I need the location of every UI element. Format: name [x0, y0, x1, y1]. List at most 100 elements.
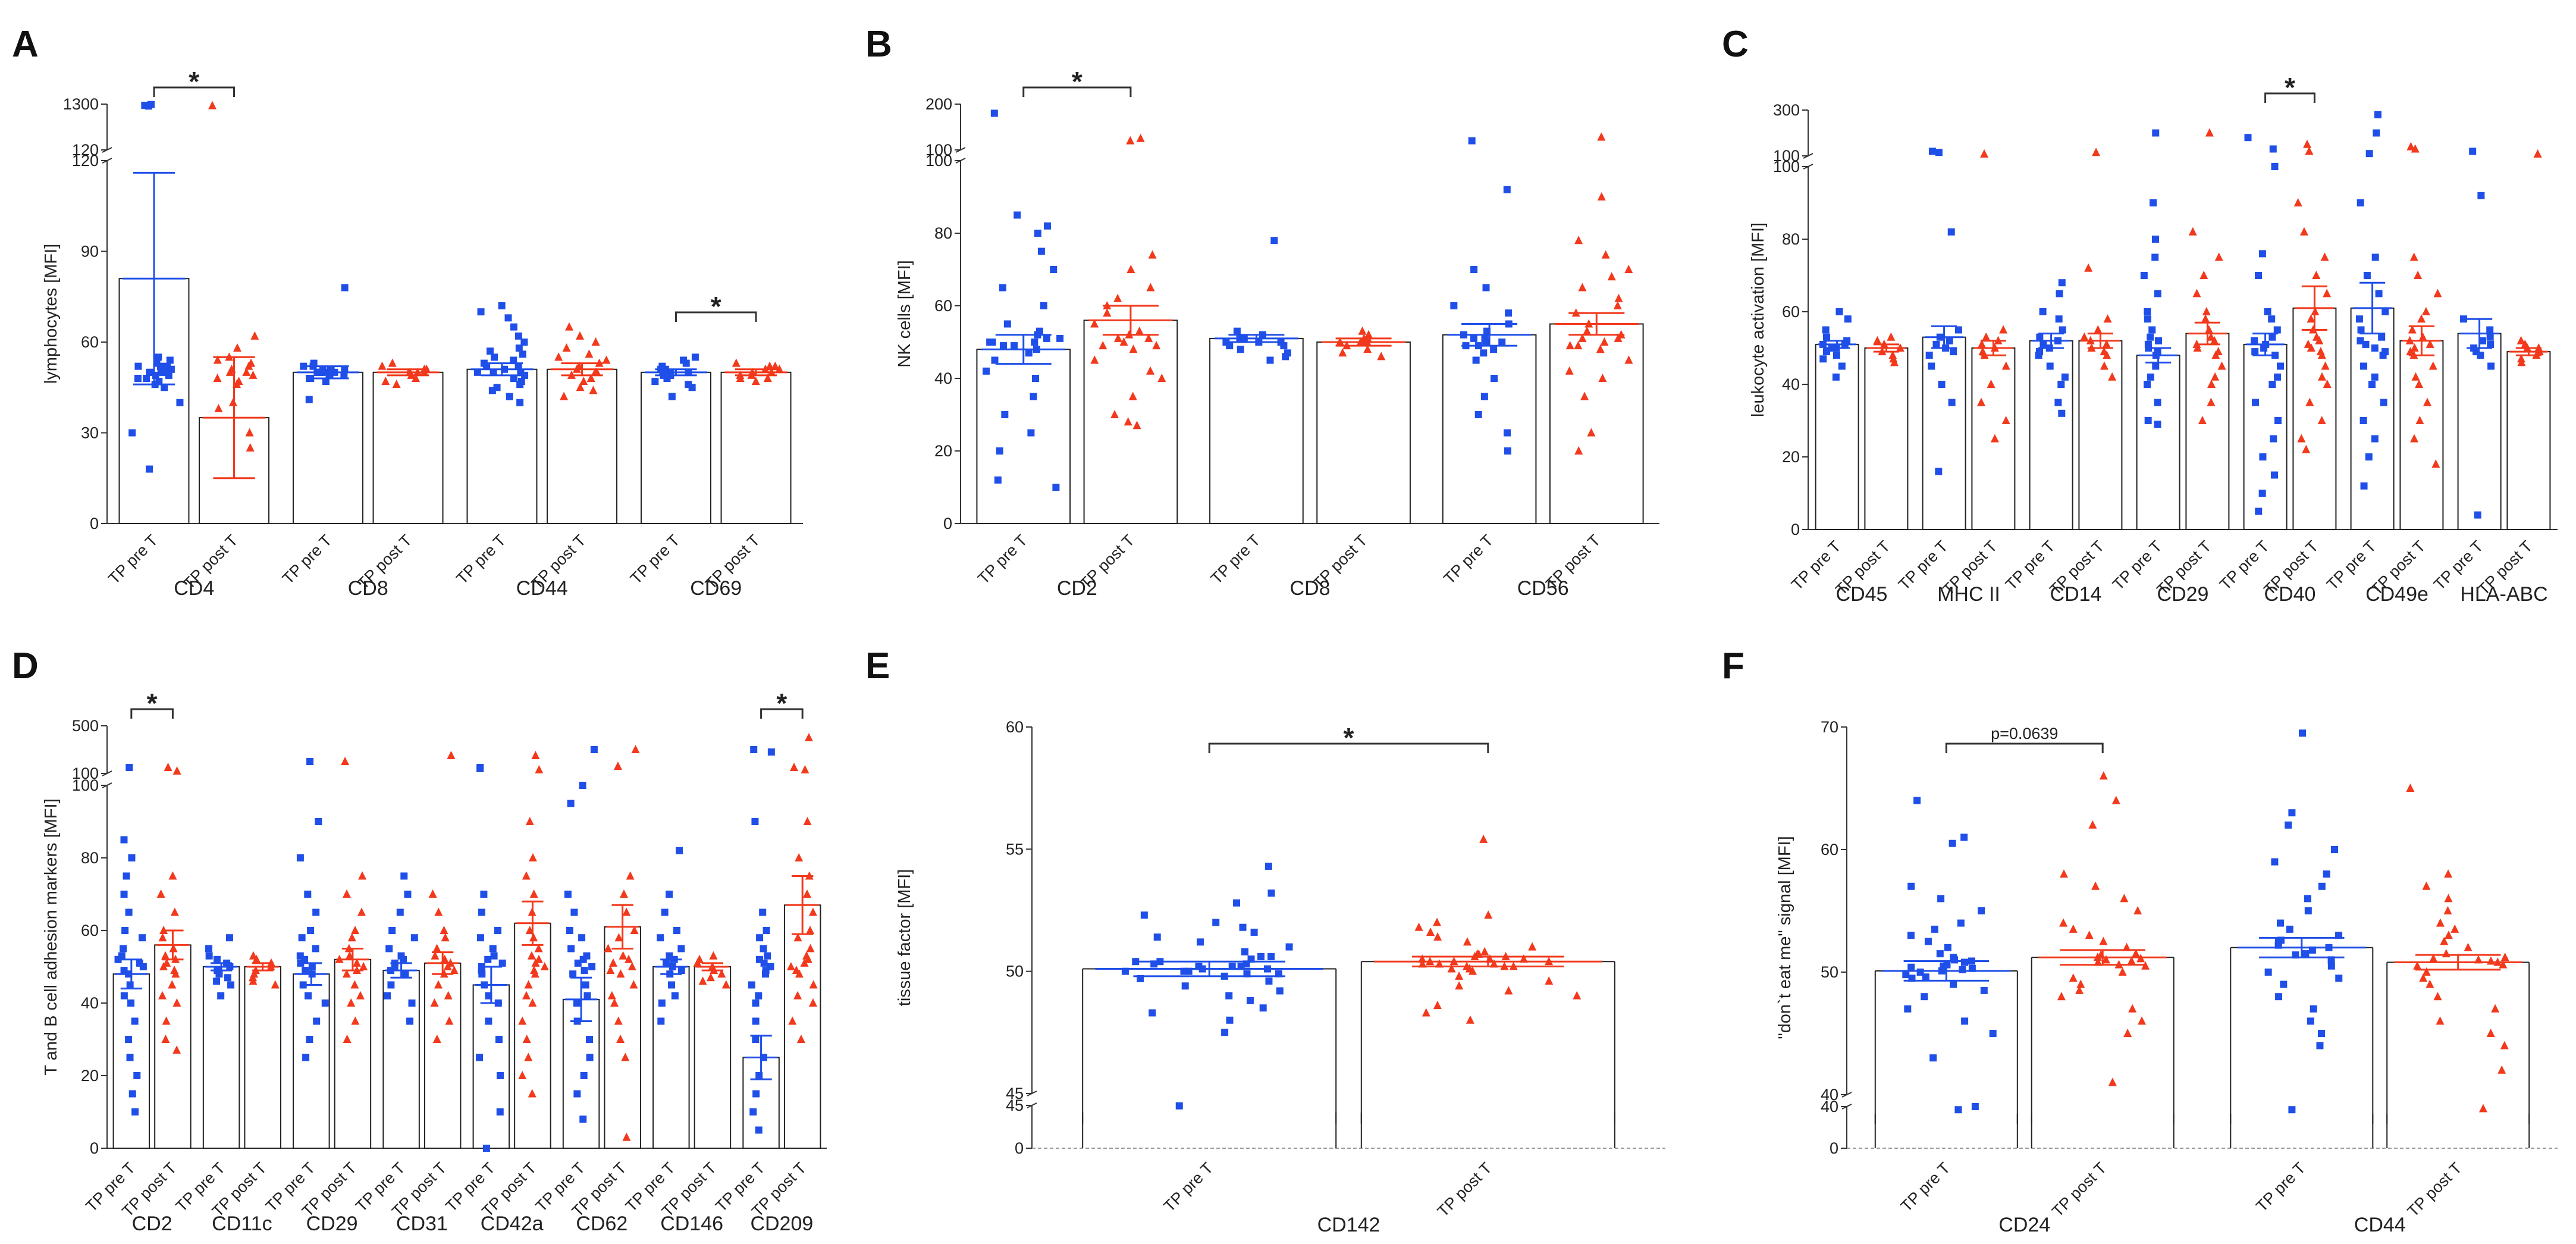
data-point-C	[1844, 315, 1852, 323]
data-point-D	[579, 1115, 587, 1123]
data-point-B	[1031, 339, 1038, 346]
data-point-A	[143, 375, 150, 382]
y-tick-label-D: 60	[81, 922, 99, 939]
data-point-F	[1921, 993, 1928, 1001]
data-point-B	[989, 339, 996, 346]
panel-letter-E: E	[865, 645, 890, 687]
data-point-E	[1259, 1004, 1267, 1012]
data-point-C	[2255, 507, 2263, 515]
data-point-C	[1987, 380, 1995, 388]
data-point-C	[2357, 337, 2364, 344]
data-point-C	[2268, 381, 2276, 388]
data-point-C	[1822, 326, 1830, 334]
bar-C-CD14-1	[2078, 340, 2123, 530]
y-tick-label-A: 120	[72, 152, 99, 170]
data-point-F	[1959, 966, 1966, 973]
y-tick-label-E: 60	[1006, 718, 1024, 736]
data-point-D	[249, 976, 258, 985]
data-point-C	[2251, 399, 2259, 406]
data-point-D	[582, 981, 589, 989]
data-point-C	[1838, 362, 1846, 370]
data-point-C	[2144, 315, 2151, 323]
data-point-E	[1455, 971, 1464, 980]
data-point-D	[786, 962, 795, 970]
data-point-A	[490, 368, 497, 376]
y-axis-label-C: leukocyte activation [MFI]	[1749, 223, 1768, 417]
data-point-D	[271, 980, 280, 989]
data-point-C	[2486, 333, 2494, 341]
data-point-F	[2085, 930, 2094, 939]
data-point-E	[1276, 987, 1284, 995]
data-point-D	[312, 945, 319, 952]
data-point-F	[1907, 932, 1915, 939]
data-point-C	[2147, 373, 2154, 381]
data-point-C	[2152, 236, 2160, 243]
data-point-D	[527, 951, 536, 960]
data-point-C	[2058, 409, 2066, 417]
data-point-C	[2207, 332, 2216, 341]
data-point-C	[2211, 372, 2220, 381]
data-point-C	[2357, 199, 2364, 206]
data-point-B	[1600, 337, 1609, 346]
y-tick-label-E: 55	[1006, 840, 1024, 858]
y-tick-label-C: 300	[1773, 101, 1800, 119]
data-point-A	[521, 371, 529, 379]
data-point-E	[1573, 991, 1582, 999]
data-point-F	[2099, 936, 2108, 945]
significance-bracket-A	[153, 86, 236, 97]
data-point-D	[573, 1090, 581, 1098]
data-point-D	[496, 1108, 504, 1115]
significance-bracket-D	[760, 708, 804, 719]
data-point-C	[2277, 362, 2285, 370]
y-tick-label-D: 100	[72, 776, 99, 794]
data-point-A	[213, 355, 222, 364]
significance-label-D: *	[147, 688, 158, 719]
data-point-B	[1505, 309, 1513, 317]
data-point-B	[1358, 326, 1367, 335]
data-point-C	[2486, 326, 2494, 334]
data-point-D	[676, 847, 683, 854]
data-point-D	[304, 891, 312, 898]
data-point-C	[2374, 111, 2382, 118]
bar-C-CD45-0	[1815, 343, 1859, 531]
data-point-D	[606, 966, 615, 974]
data-point-D	[315, 818, 322, 825]
data-point-B	[1613, 301, 1622, 309]
data-point-D	[751, 818, 759, 825]
data-point-D	[205, 945, 213, 952]
group-label-F: CD24	[1998, 1214, 2050, 1236]
data-point-E	[1257, 953, 1265, 961]
data-point-B	[996, 447, 1003, 455]
data-point-D	[312, 908, 320, 916]
data-point-F	[1907, 882, 1915, 890]
data-point-C	[2368, 381, 2376, 388]
data-point-E	[1418, 954, 1427, 963]
data-point-E	[1473, 949, 1482, 958]
data-point-A	[213, 374, 222, 382]
data-point-D	[752, 999, 760, 1007]
data-point-E	[1466, 1015, 1474, 1024]
data-point-C	[1990, 434, 1999, 443]
data-point-F	[2444, 869, 2453, 878]
data-point-C	[2303, 139, 2312, 148]
data-point-D	[302, 1054, 310, 1061]
data-point-E	[1140, 911, 1148, 919]
data-point-E	[1153, 933, 1161, 941]
group-label-E: CD142	[1317, 1214, 1380, 1236]
data-point-E	[1468, 966, 1477, 975]
data-point-D	[717, 969, 726, 978]
panel-letter-B: B	[865, 24, 892, 65]
data-point-B	[1565, 341, 1574, 350]
data-point-F	[2120, 894, 2129, 903]
y-tick-label-E: 50	[1006, 963, 1024, 980]
data-point-A	[651, 378, 659, 386]
data-point-C	[2273, 326, 2281, 334]
data-point-F	[2299, 729, 2307, 737]
y-tick-label-F: 60	[1821, 841, 1838, 858]
data-point-A	[514, 332, 522, 340]
data-point-C	[2255, 272, 2263, 279]
data-point-C	[2151, 253, 2159, 261]
y-axis-label-F: "don`t eat me" signal [MFI]	[1775, 836, 1794, 1039]
data-point-E	[1265, 863, 1272, 870]
data-point-C	[2379, 352, 2387, 359]
